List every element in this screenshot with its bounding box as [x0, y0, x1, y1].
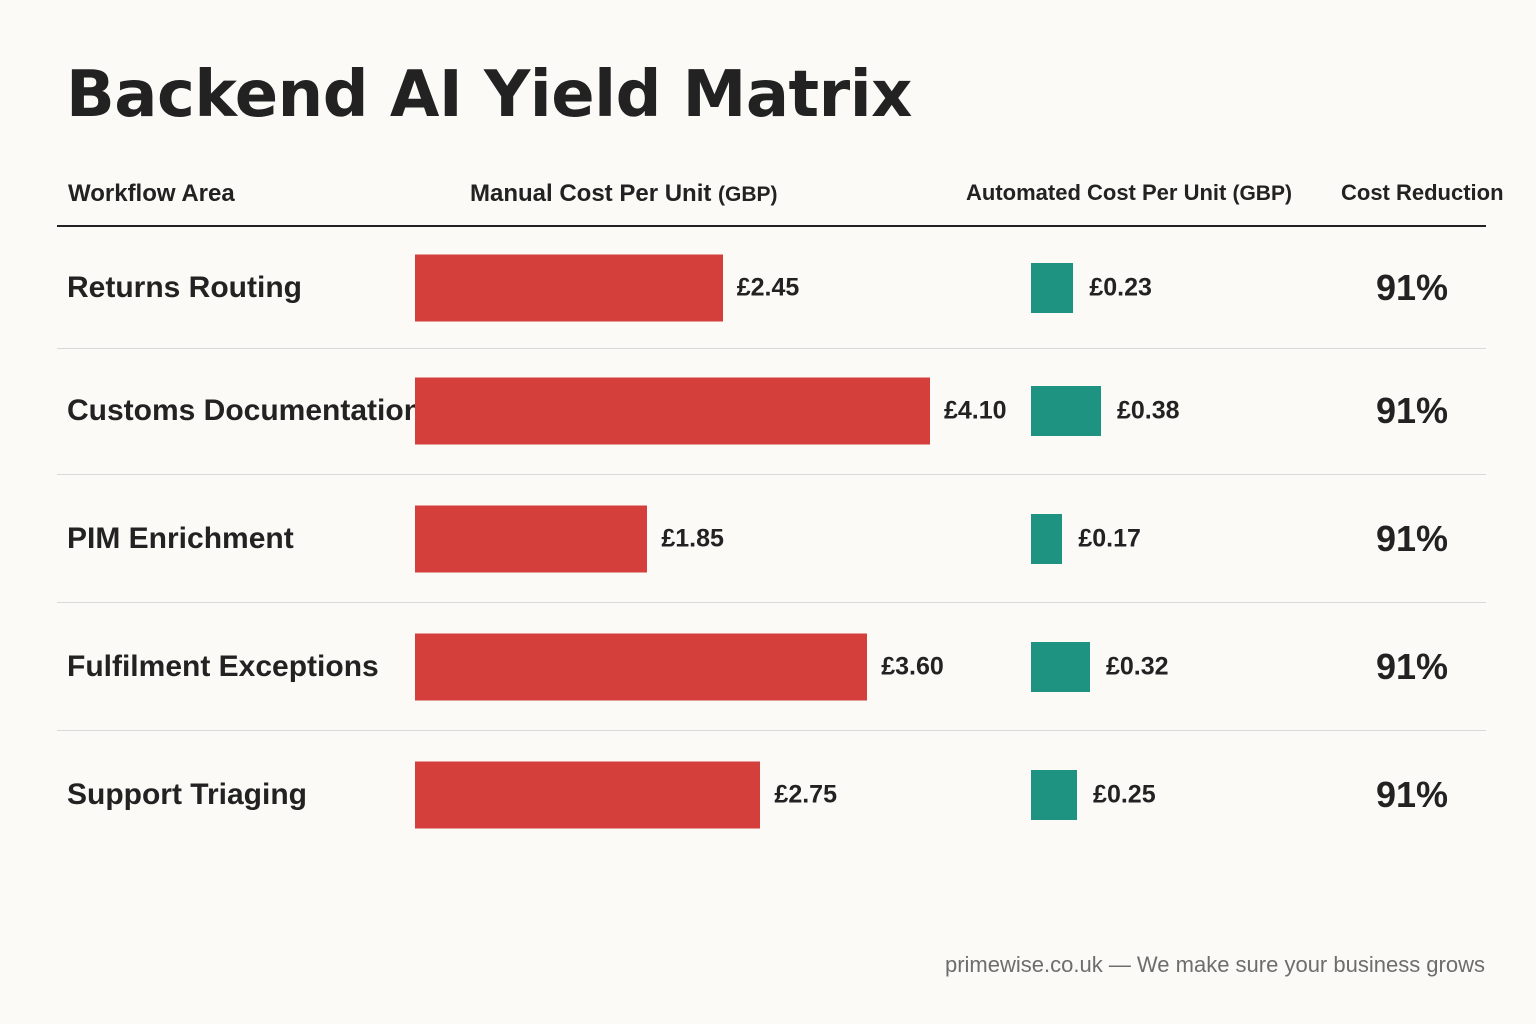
row-divider — [57, 730, 1486, 731]
header-manual-cost-label: Manual Cost Per Unit — [470, 180, 712, 207]
manual-cost-label: £2.45 — [736, 273, 800, 302]
automated-cost-bar — [1031, 642, 1090, 692]
row-label: Customs Documentation — [67, 394, 423, 427]
cost-reduction-value: 91% — [1376, 518, 1449, 559]
row-label: Fulfilment Exceptions — [67, 650, 379, 683]
chart-title: Backend AI Yield Matrix — [66, 58, 912, 132]
header-automated-cost-unit: (GBP) — [1232, 182, 1292, 205]
manual-cost-label: £1.85 — [661, 524, 724, 553]
header-rule — [57, 225, 1486, 227]
automated-cost-label: £0.23 — [1089, 273, 1152, 302]
automated-cost-label: £0.25 — [1093, 780, 1156, 809]
manual-cost-bar — [415, 633, 868, 701]
row-label: PIM Enrichment — [67, 522, 294, 555]
manual-cost-bar — [415, 761, 761, 829]
row-label: Support Triaging — [67, 778, 307, 811]
manual-cost-bar — [415, 377, 930, 445]
row-divider — [57, 474, 1486, 475]
manual-cost-label: £4.10 — [944, 396, 1007, 425]
automated-cost-bar — [1031, 514, 1063, 564]
cost-reduction-value: 91% — [1376, 267, 1449, 308]
header-automated-cost: Automated Cost Per Unit (GBP) — [966, 180, 1292, 206]
header-automated-cost-label: Automated Cost Per Unit — [966, 180, 1227, 205]
automated-cost-label: £0.38 — [1117, 396, 1180, 425]
automated-cost-label: £0.32 — [1105, 652, 1169, 681]
manual-cost-label: £2.75 — [774, 780, 837, 809]
manual-cost-bar — [415, 254, 723, 322]
cost-reduction-value: 91% — [1376, 390, 1449, 431]
row-label: Returns Routing — [67, 271, 302, 304]
cost-reduction-value: 91% — [1376, 646, 1449, 687]
row-divider — [57, 348, 1486, 349]
automated-cost-label: £0.17 — [1078, 524, 1141, 553]
footer-credit: primewise.co.uk — We make sure your busi… — [944, 952, 1485, 977]
header-workflow-area: Workflow Area — [68, 180, 235, 207]
automated-cost-bar — [1031, 263, 1074, 313]
header-manual-cost-unit: (GBP) — [718, 183, 778, 206]
cost-reduction-value: 91% — [1376, 774, 1449, 815]
row-divider — [57, 602, 1486, 603]
manual-cost-label: £3.60 — [881, 652, 944, 681]
header-manual-cost: Manual Cost Per Unit (GBP) — [470, 180, 778, 208]
header-cost-reduction: Cost Reduction — [1341, 180, 1504, 205]
manual-cost-bar — [415, 505, 648, 573]
automated-cost-bar — [1031, 770, 1078, 820]
automated-cost-bar — [1031, 386, 1101, 436]
